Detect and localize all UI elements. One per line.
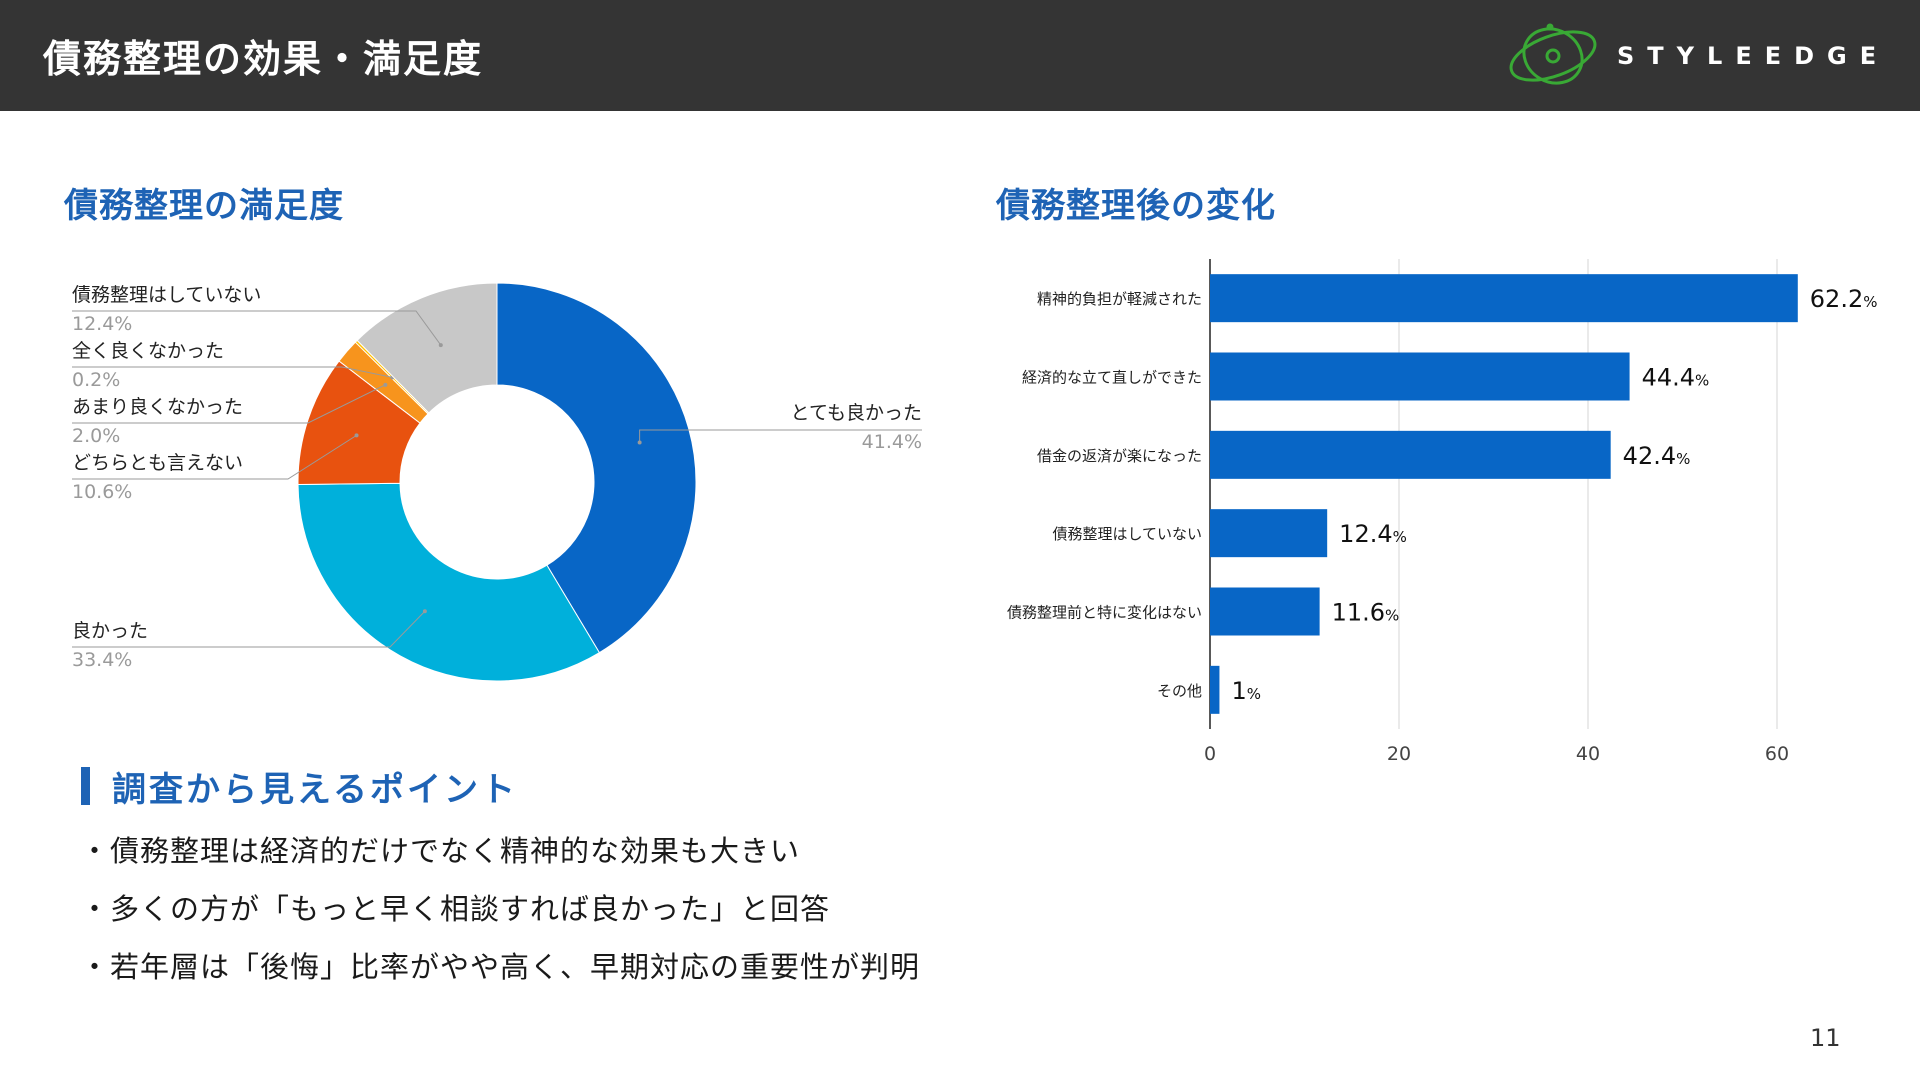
page-number: 11 <box>1810 1024 1841 1052</box>
donut-label: とても良かった <box>791 402 922 424</box>
donut-label: あまり良くなかった <box>72 396 243 418</box>
bar-value-label: 1% <box>1231 677 1261 705</box>
donut-leader-line <box>72 366 393 378</box>
bar-value-label: 42.4% <box>1623 442 1691 470</box>
donut-leader-dot <box>354 433 359 438</box>
bar-value-label: 44.4% <box>1642 364 1710 392</box>
x-tick-label: 60 <box>1765 743 1789 765</box>
donut-leader-line <box>72 384 386 424</box>
bar <box>1210 665 1220 714</box>
bar-value-unit: % <box>1695 372 1709 390</box>
donut-slice <box>297 482 601 682</box>
bar-category-label: 債務整理前と特に変化はない <box>1007 604 1202 622</box>
bar-value-unit: % <box>1863 293 1877 311</box>
bar-chart-title: 債務整理後の変化 <box>996 186 1276 226</box>
header-bar: 債務整理の効果・満足度 STYLEEDGE <box>0 0 1920 111</box>
x-tick-label: 0 <box>1204 743 1216 765</box>
donut-value-label: 33.4% <box>72 649 132 671</box>
donut-label: 全く良くなかった <box>72 340 224 362</box>
bar-value-label: 12.4% <box>1339 520 1407 548</box>
bar-value-unit: % <box>1676 450 1690 468</box>
donut-value-label: 12.4% <box>72 313 132 335</box>
donut-leader-line <box>72 434 357 480</box>
donut-value-label: 41.4% <box>862 431 922 453</box>
bar-category-label: 債務整理はしていない <box>1052 525 1202 543</box>
points-title: 調査から見えるポイント <box>112 770 518 810</box>
bar-value-label: 62.2% <box>1810 285 1878 313</box>
donut-leader-dot <box>438 343 443 348</box>
x-tick-label: 20 <box>1387 743 1411 765</box>
donut-slice <box>356 282 498 414</box>
donut-value-label: 2.0% <box>72 425 120 447</box>
bar-value-label: 11.6% <box>1332 599 1400 627</box>
bar-category-label: 借金の返済が楽になった <box>1037 447 1202 465</box>
bar <box>1210 274 1798 323</box>
point-item: ・多くの方が「もっと早く相談すれば良かった」と回答 <box>80 892 831 926</box>
donut-label: どちらとも言えない <box>72 452 243 474</box>
x-tick-label: 40 <box>1576 743 1600 765</box>
styleedge-logo-icon <box>1509 23 1597 85</box>
bar <box>1210 587 1320 636</box>
donut-leader-line <box>72 310 442 346</box>
donut-label: 債務整理はしていない <box>72 284 261 306</box>
donut-leader-line <box>72 610 426 648</box>
donut-leader-dot <box>422 609 427 614</box>
bar <box>1210 352 1630 401</box>
bar-value-unit: % <box>1393 528 1407 546</box>
bar <box>1210 430 1611 479</box>
donut-value-label: 10.6% <box>72 481 132 503</box>
donut-slice <box>496 282 697 654</box>
bar-value-unit: % <box>1385 607 1399 625</box>
page-title: 債務整理の効果・満足度 <box>43 37 484 81</box>
donut-leader-dot <box>383 382 388 387</box>
bar <box>1210 509 1328 558</box>
bar-value-unit: % <box>1247 685 1261 703</box>
donut-leader-line <box>639 429 922 443</box>
donut-leader-dot <box>637 440 642 445</box>
donut-value-label: 0.2% <box>72 369 120 391</box>
bar-category-label: その他 <box>1157 682 1202 700</box>
brand-name: STYLEEDGE <box>1617 42 1890 70</box>
point-item: ・若年層は「後悔」比率がやや高く、早期対応の重要性が判明 <box>80 950 921 984</box>
bar-category-label: 精神的負担が軽減された <box>1037 290 1202 308</box>
bar-category-label: 経済的な立て直しができた <box>1022 369 1202 387</box>
points-accent-bar <box>81 767 90 805</box>
donut-label: 良かった <box>72 620 148 642</box>
donut-chart-title: 債務整理の満足度 <box>64 186 344 226</box>
point-item: ・債務整理は経済的だけでなく精神的な効果も大きい <box>80 834 801 868</box>
